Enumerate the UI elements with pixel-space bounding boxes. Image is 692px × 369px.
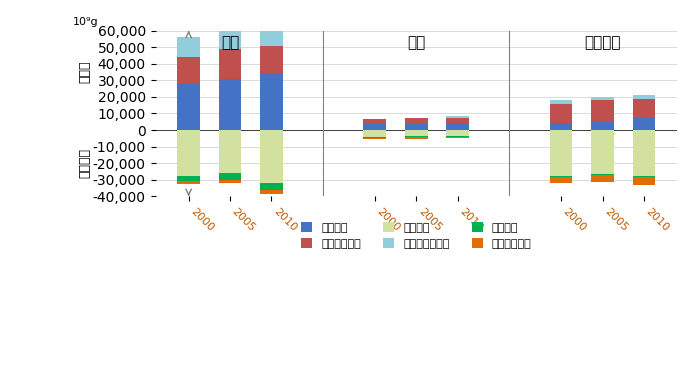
Bar bbox=[591, 130, 614, 174]
Bar bbox=[363, 137, 386, 138]
Bar bbox=[591, 100, 614, 122]
Bar bbox=[260, 183, 283, 190]
Bar bbox=[219, 79, 242, 130]
Bar bbox=[632, 130, 655, 176]
Bar bbox=[405, 138, 428, 139]
Bar bbox=[591, 175, 614, 182]
Bar bbox=[549, 104, 572, 123]
Bar bbox=[177, 181, 200, 184]
Text: 窒素: 窒素 bbox=[221, 35, 239, 50]
Bar bbox=[405, 124, 428, 130]
Text: 10⁹g: 10⁹g bbox=[73, 17, 98, 27]
Bar bbox=[591, 122, 614, 130]
Bar bbox=[446, 137, 469, 138]
Bar bbox=[219, 29, 242, 49]
Text: カリウム: カリウム bbox=[584, 35, 621, 50]
Bar bbox=[405, 118, 428, 124]
Bar bbox=[591, 97, 614, 100]
Bar bbox=[632, 176, 655, 177]
Bar bbox=[177, 130, 200, 176]
Bar bbox=[405, 130, 428, 136]
Bar bbox=[549, 176, 572, 177]
Bar bbox=[177, 84, 200, 130]
Bar bbox=[446, 115, 469, 118]
Bar bbox=[549, 123, 572, 130]
Legend: 化学肥料, し尿・ふん尿, 作物生産, 穀類用化学肥料, 穀類生産, 茎葉持ち出し: 化学肥料, し尿・ふん尿, 作物生産, 穀類用化学肥料, 穀類生産, 茎葉持ち出… bbox=[297, 218, 536, 254]
Bar bbox=[177, 57, 200, 84]
Bar bbox=[549, 100, 572, 104]
Bar bbox=[446, 118, 469, 123]
Bar bbox=[446, 136, 469, 137]
Text: 持出し量: 持出し量 bbox=[79, 148, 91, 178]
Bar bbox=[260, 130, 283, 183]
Bar bbox=[632, 177, 655, 186]
Bar bbox=[177, 37, 200, 57]
Bar bbox=[591, 174, 614, 175]
Bar bbox=[405, 136, 428, 138]
Text: 貯存量: 貯存量 bbox=[79, 61, 91, 83]
Bar bbox=[177, 176, 200, 181]
Bar bbox=[260, 190, 283, 194]
Bar bbox=[632, 99, 655, 118]
Bar bbox=[260, 24, 283, 46]
Bar bbox=[632, 118, 655, 130]
Bar bbox=[219, 173, 242, 180]
Bar bbox=[549, 177, 572, 183]
Bar bbox=[219, 180, 242, 183]
Bar bbox=[219, 130, 242, 173]
Text: リン: リン bbox=[407, 35, 426, 50]
Bar bbox=[549, 130, 572, 176]
Bar bbox=[260, 46, 283, 73]
Bar bbox=[632, 95, 655, 99]
Bar bbox=[446, 123, 469, 130]
Bar bbox=[260, 73, 283, 130]
Bar bbox=[363, 119, 386, 124]
Bar bbox=[363, 130, 386, 137]
Bar bbox=[219, 49, 242, 79]
Bar bbox=[446, 130, 469, 136]
Bar bbox=[363, 138, 386, 139]
Bar bbox=[363, 124, 386, 130]
